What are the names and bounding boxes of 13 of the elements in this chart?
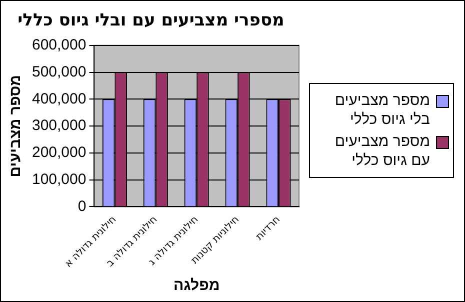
y-tick-label: 200,000 <box>32 144 86 162</box>
y-tick-label: 300,000 <box>32 117 86 134</box>
legend-label: מספר מצביעים עם גיוס כללי <box>334 132 430 170</box>
y-axis-title: מספר מצביעים <box>7 74 24 178</box>
chart-title: מספרי מצביעים עם ובלי גיוס כללי <box>18 10 284 31</box>
y-tick-label: 0 <box>78 198 86 215</box>
legend-label: מספר מצביעים בלי גיוס כללי <box>334 91 430 129</box>
y-tick-label: 100,000 <box>32 170 86 188</box>
x-tick-label: חרדיות <box>254 214 282 243</box>
y-tick-label: 600,000 <box>32 36 86 54</box>
y-tick-label: 400,000 <box>32 90 86 108</box>
y-tick-label: 500,000 <box>32 63 86 80</box>
x-axis-title: מפלגה <box>173 277 220 294</box>
